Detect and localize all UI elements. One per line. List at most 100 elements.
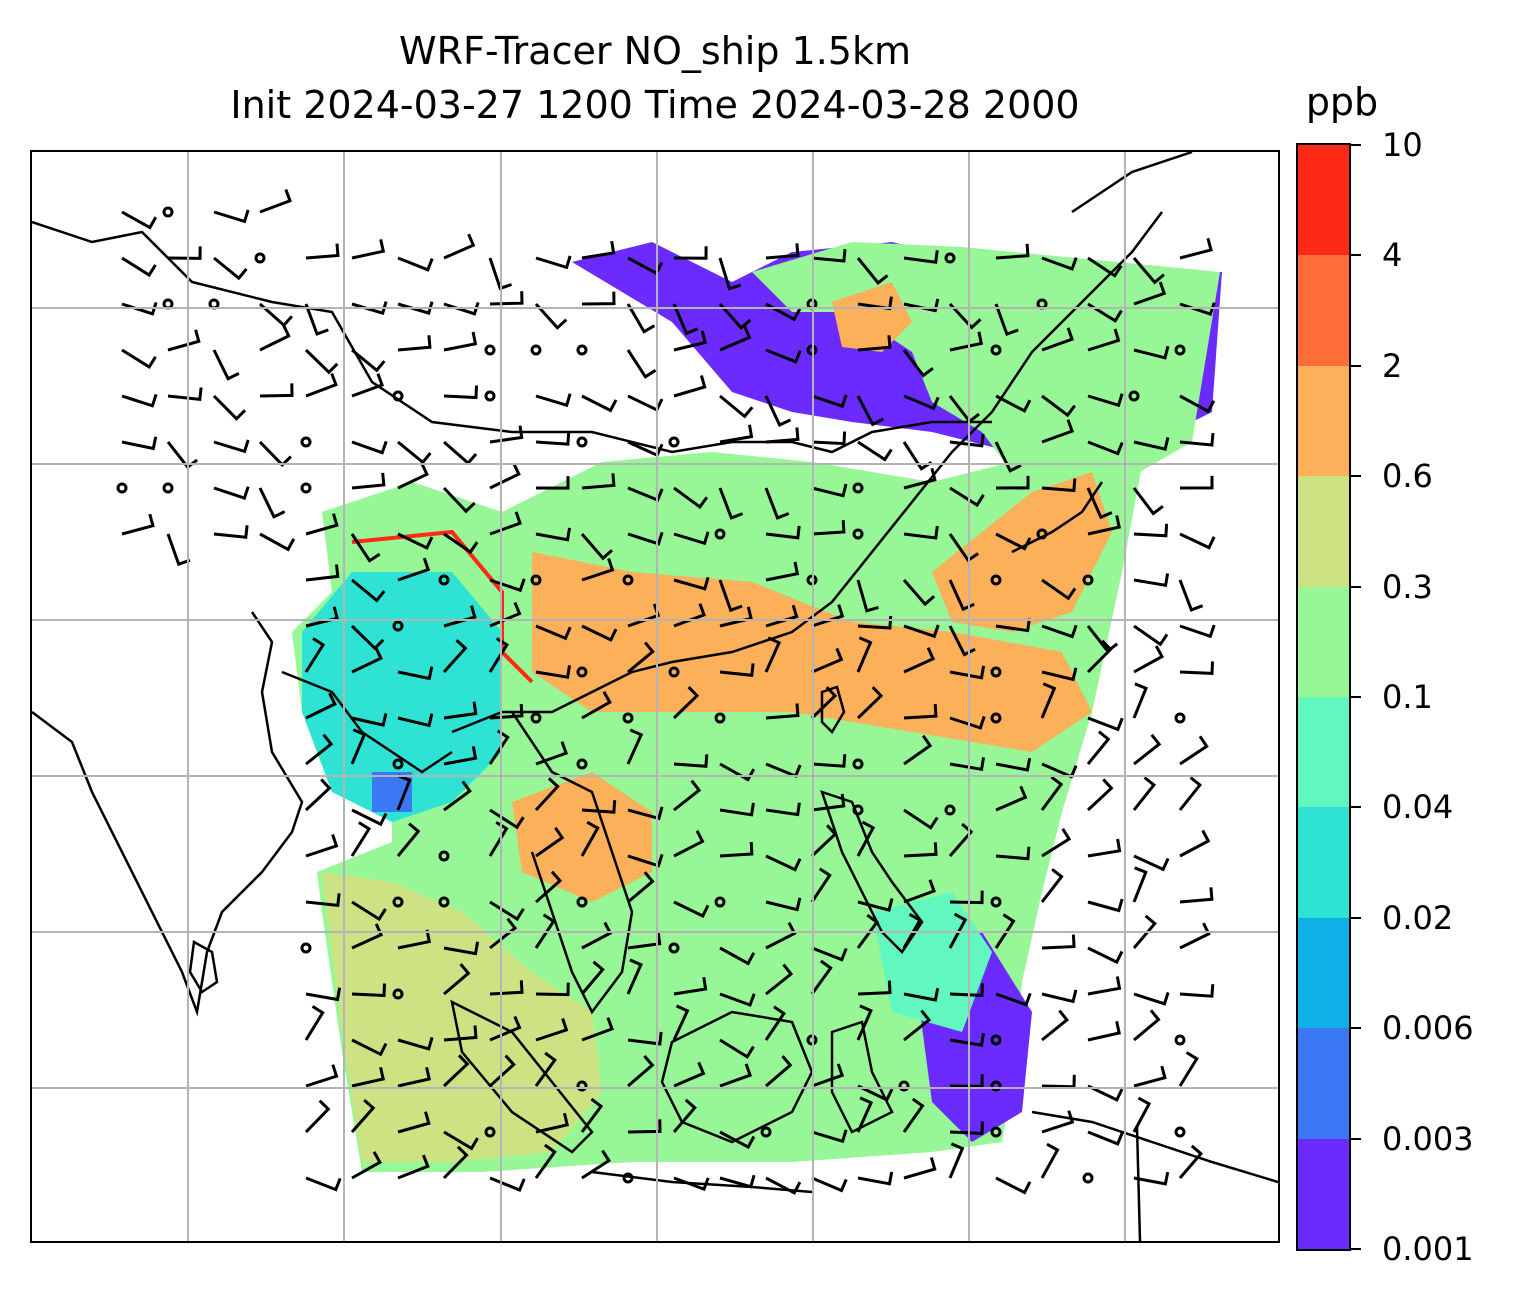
sea-cyan-region [302, 572, 502, 822]
wind-barb [1133, 523, 1169, 538]
calm-wind-marker [392, 390, 404, 402]
wind-barb [213, 256, 248, 281]
colorbar-segment [1298, 476, 1349, 587]
wind-barb [580, 960, 605, 995]
wind-barb [673, 754, 709, 768]
wind-barb [305, 372, 338, 398]
wind-barb [581, 240, 616, 260]
wind-barb [948, 579, 975, 612]
wind-barb [1179, 532, 1216, 550]
wind-barb [443, 701, 478, 720]
calm-wind-marker [852, 804, 864, 816]
wind-barb [535, 255, 572, 270]
wind-barb [397, 335, 432, 352]
wind-barb [351, 713, 388, 727]
wind-barb [397, 557, 431, 582]
calm-wind-marker [530, 344, 542, 356]
colorbar-segment [1298, 917, 1349, 1029]
wind-barb [765, 1176, 802, 1195]
wind-barb [719, 1038, 755, 1059]
wind-barb [949, 890, 984, 905]
wind-barb [810, 686, 838, 720]
wind-barb [949, 486, 985, 508]
wind-barb [305, 1064, 339, 1088]
calm-wind-marker [714, 712, 726, 724]
wind-barb [121, 513, 155, 536]
wind-barb [581, 394, 618, 413]
wind-barb [397, 462, 429, 490]
colorbar-tick-label: 0.02 [1382, 898, 1454, 937]
wind-barb [535, 982, 570, 997]
wind-barb [903, 1009, 932, 1042]
wind-barb [764, 395, 792, 427]
wind-barb [857, 440, 893, 462]
calm-wind-marker [668, 436, 680, 448]
wind-barb [903, 467, 937, 490]
calm-wind-marker [254, 252, 266, 264]
wind-barb [994, 303, 1019, 337]
wind-barb [856, 1004, 873, 1041]
wind-barb [627, 853, 664, 868]
wind-barb [1087, 515, 1121, 536]
wind-barb [1087, 946, 1124, 965]
wind-barb [811, 394, 848, 409]
wind-barb [1087, 302, 1123, 323]
calm-wind-marker [944, 804, 956, 816]
wind-barb [810, 824, 838, 858]
wind-barb [1087, 328, 1121, 352]
wind-barb [350, 1098, 376, 1133]
wind-barb [351, 923, 384, 950]
wind-barb [673, 779, 702, 812]
calm-wind-marker [484, 1126, 496, 1138]
wind-barb [1179, 432, 1215, 447]
calm-wind-marker [162, 482, 174, 494]
calm-wind-marker [484, 390, 496, 402]
borneo [660, 1010, 814, 1144]
calm-wind-marker [300, 482, 312, 494]
wind-barb [1086, 778, 1114, 812]
wind-barb [1133, 281, 1167, 306]
wind-barb [397, 1036, 434, 1051]
calm-wind-marker [668, 942, 680, 954]
wind-barb [351, 239, 386, 260]
wind-barb [719, 1063, 753, 1088]
wind-barb [627, 806, 664, 821]
wind-barb [1086, 730, 1111, 765]
wind-barb [1178, 1144, 1204, 1179]
wind-barb [765, 525, 801, 540]
wind-barb [765, 897, 802, 912]
wind-barb [121, 393, 158, 408]
wind-barb [489, 808, 525, 830]
wind-barb [167, 246, 202, 260]
wind-barb [811, 431, 847, 446]
wind-barb [304, 303, 329, 336]
wind-barb [856, 1096, 874, 1133]
calm-wind-marker [990, 896, 1002, 908]
wind-barb [535, 665, 571, 679]
china-coast [451, 211, 1163, 734]
wind-barb [672, 303, 699, 336]
wind-barb [1041, 327, 1075, 352]
wind-barb [489, 917, 518, 950]
wind-barb [1133, 854, 1170, 872]
wind-barb [995, 846, 1031, 861]
wind-barb [304, 637, 326, 673]
wind-barb [581, 691, 612, 720]
wind-barb [535, 393, 572, 408]
wind-barb [995, 532, 1032, 551]
wind-barb [535, 527, 572, 542]
calm-wind-marker [300, 436, 312, 448]
wind-barb [1041, 624, 1078, 639]
wind-barb [765, 348, 802, 364]
wind-barb [443, 941, 480, 956]
wind-barb [995, 1176, 1032, 1195]
bay-coast [281, 670, 453, 774]
colorbar-segment [1298, 586, 1349, 697]
wind-barb [443, 440, 478, 466]
wind-barb [857, 1171, 894, 1186]
wind-barb [351, 440, 388, 455]
wind-barb [948, 625, 976, 657]
wind-barb [1179, 237, 1213, 260]
wind-barb [535, 1112, 569, 1134]
colorbar-tick [1351, 916, 1361, 919]
